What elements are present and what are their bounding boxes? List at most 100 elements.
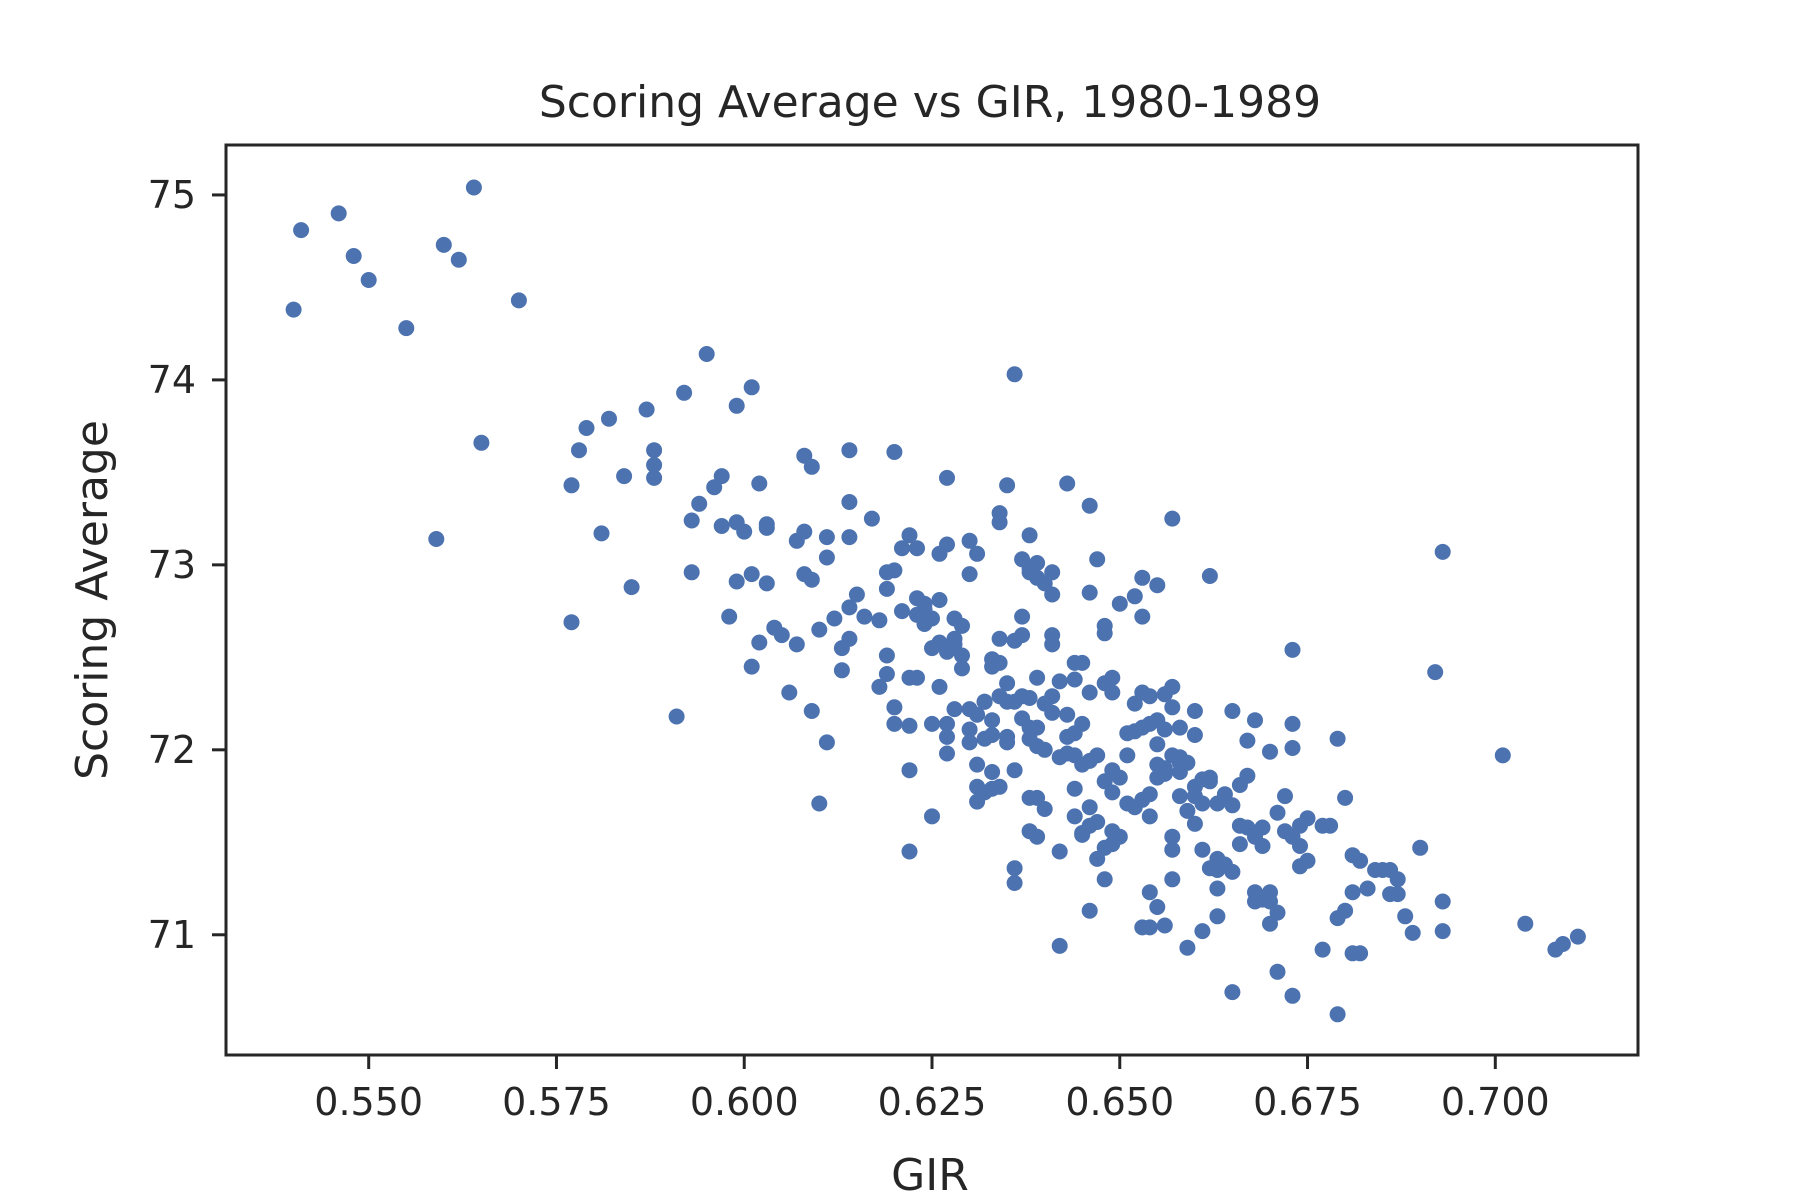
data-point xyxy=(1389,886,1406,903)
data-point xyxy=(1126,588,1143,605)
data-point xyxy=(999,734,1016,751)
data-point xyxy=(1029,555,1046,571)
data-point xyxy=(1029,669,1046,686)
data-point xyxy=(1397,908,1414,925)
data-point xyxy=(1006,875,1023,891)
data-point xyxy=(1104,784,1121,801)
data-point xyxy=(1171,788,1188,805)
data-point xyxy=(1111,769,1128,786)
data-point xyxy=(728,397,745,414)
data-point xyxy=(1081,684,1098,701)
data-point xyxy=(1209,880,1226,897)
data-point xyxy=(848,586,865,603)
data-point xyxy=(435,236,452,253)
data-point xyxy=(1156,721,1173,738)
data-point xyxy=(473,434,490,451)
data-point xyxy=(1021,690,1038,706)
data-point xyxy=(1292,838,1308,854)
data-point xyxy=(1081,584,1098,601)
data-point xyxy=(1051,843,1068,860)
data-point xyxy=(1006,762,1023,779)
data-point xyxy=(871,612,888,629)
x-axis-label: GIR xyxy=(891,1150,969,1200)
data-point xyxy=(1247,712,1263,729)
data-point xyxy=(683,564,700,581)
data-point xyxy=(1171,719,1188,736)
y-tick-label: 74 xyxy=(148,358,196,402)
data-point xyxy=(1141,884,1158,901)
data-point xyxy=(1044,564,1061,581)
data-point xyxy=(939,728,955,745)
data-point xyxy=(668,708,685,725)
data-point xyxy=(578,420,595,436)
data-point xyxy=(954,647,970,664)
data-point xyxy=(939,536,955,553)
data-point xyxy=(1284,641,1301,658)
data-point xyxy=(1074,654,1091,671)
data-point xyxy=(1329,1006,1346,1023)
data-point xyxy=(593,525,610,542)
data-point xyxy=(1277,788,1293,805)
data-point xyxy=(450,251,467,268)
data-point xyxy=(1427,664,1444,681)
data-point xyxy=(931,592,948,608)
data-point xyxy=(1434,923,1451,940)
data-point xyxy=(886,562,903,579)
data-point xyxy=(939,715,955,732)
data-point xyxy=(1231,836,1248,853)
data-point xyxy=(1134,569,1151,586)
data-point xyxy=(841,630,858,647)
data-point xyxy=(1074,715,1091,732)
data-point xyxy=(1164,841,1181,858)
data-point xyxy=(1044,627,1061,644)
data-point xyxy=(1554,936,1571,952)
data-point xyxy=(1389,871,1406,888)
data-point xyxy=(285,301,302,318)
data-point xyxy=(1164,871,1181,888)
data-point xyxy=(796,523,813,540)
data-point xyxy=(1517,915,1534,932)
data-point xyxy=(1119,747,1136,764)
chart-title: Scoring Average vs GIR, 1980-1989 xyxy=(539,77,1321,128)
data-point xyxy=(901,762,918,779)
data-point xyxy=(563,477,580,494)
data-point xyxy=(826,610,843,627)
data-point xyxy=(1201,769,1218,786)
data-point xyxy=(646,442,663,459)
data-point xyxy=(901,717,918,734)
data-point xyxy=(1194,795,1211,812)
data-point xyxy=(428,531,445,547)
data-point xyxy=(721,608,738,625)
data-point xyxy=(901,527,918,544)
data-point xyxy=(465,179,482,196)
data-point xyxy=(1066,808,1083,825)
data-point xyxy=(1014,608,1031,625)
data-point xyxy=(728,573,745,590)
x-tick-label: 0.675 xyxy=(1253,1080,1362,1124)
data-point xyxy=(878,647,895,664)
data-point xyxy=(1262,743,1278,760)
data-point xyxy=(961,721,978,738)
data-point xyxy=(646,457,663,473)
data-point xyxy=(1149,577,1166,594)
data-point xyxy=(871,678,888,695)
data-point xyxy=(878,666,895,682)
data-point xyxy=(1179,802,1196,819)
data-point xyxy=(909,540,925,557)
data-point xyxy=(1044,586,1061,603)
data-point xyxy=(683,512,700,529)
data-point xyxy=(1044,704,1061,721)
data-point xyxy=(946,701,963,718)
data-point xyxy=(563,614,580,631)
data-point xyxy=(954,660,970,677)
data-point xyxy=(999,675,1016,692)
data-point xyxy=(1156,917,1173,934)
data-point xyxy=(916,595,933,612)
data-point xyxy=(1284,987,1301,1004)
data-point xyxy=(991,778,1008,795)
data-point xyxy=(841,599,858,616)
data-point xyxy=(1269,963,1286,980)
data-point xyxy=(1194,923,1211,940)
data-point xyxy=(623,579,640,596)
data-point xyxy=(360,272,377,288)
